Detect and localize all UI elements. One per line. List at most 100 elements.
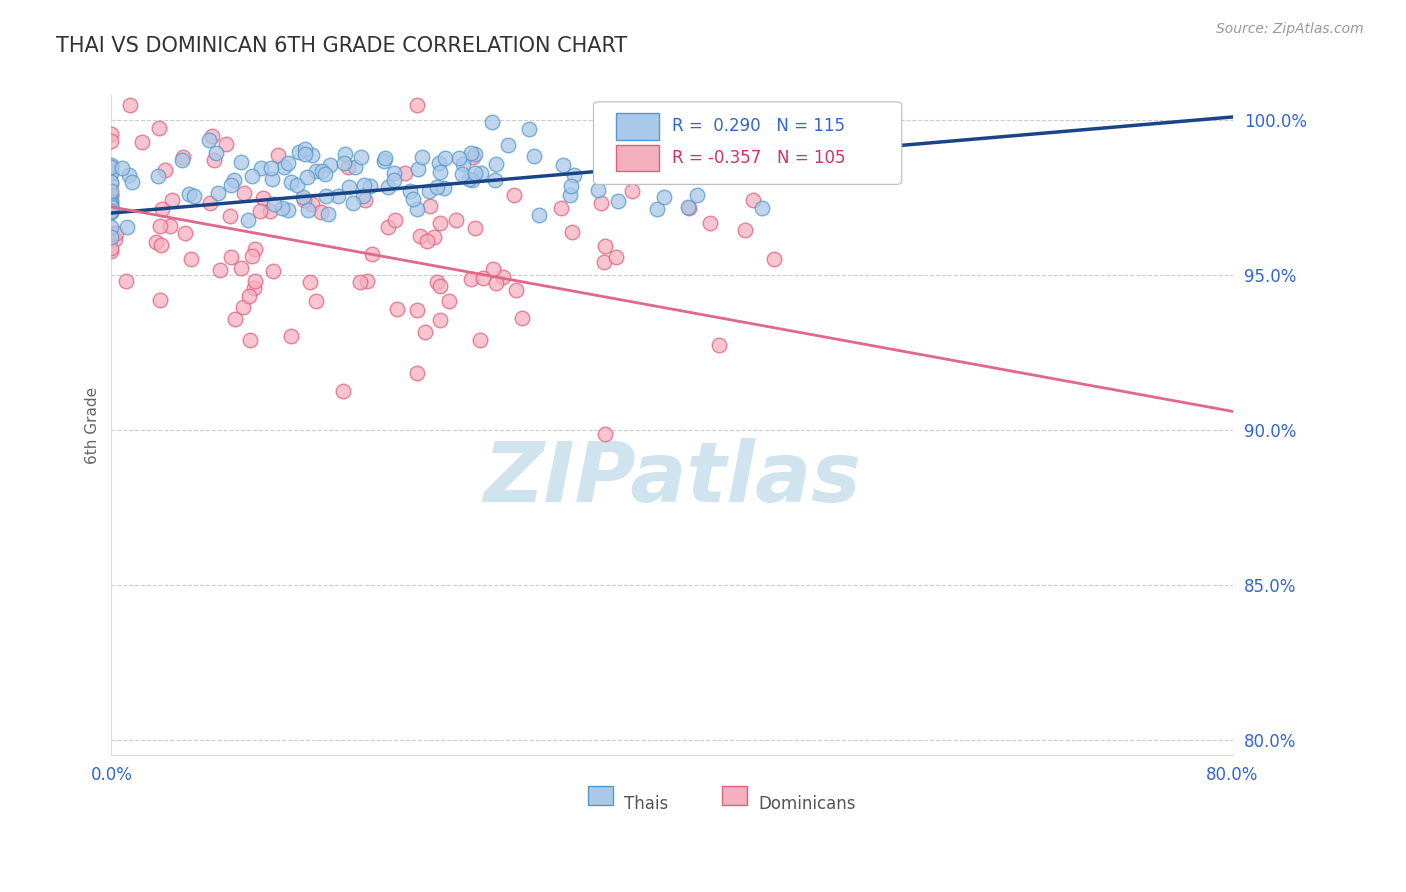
Point <box>558 188 581 202</box>
Point <box>429 279 451 293</box>
Point <box>413 325 436 339</box>
Point <box>252 191 274 205</box>
Point <box>411 151 433 165</box>
Point <box>118 169 141 183</box>
Point <box>295 170 318 185</box>
Point <box>245 274 267 288</box>
Point <box>239 333 262 347</box>
Point <box>444 212 467 227</box>
Point <box>326 189 349 203</box>
Point <box>460 146 482 161</box>
Point <box>429 313 451 327</box>
Point <box>198 195 221 210</box>
Point <box>100 160 122 174</box>
Point <box>280 329 302 343</box>
Point <box>647 131 669 145</box>
Point <box>742 193 765 207</box>
Point <box>285 178 308 193</box>
Point <box>406 161 429 176</box>
Point <box>640 163 662 178</box>
Point <box>796 160 818 174</box>
Point <box>709 337 731 351</box>
Point <box>605 250 627 264</box>
Point <box>232 300 254 314</box>
Point <box>384 212 406 227</box>
Point <box>426 276 449 290</box>
Point <box>607 194 630 208</box>
Point <box>160 193 183 207</box>
Point <box>460 271 482 285</box>
Point <box>382 166 405 180</box>
Point <box>332 384 354 398</box>
Point <box>463 150 485 164</box>
Point <box>301 197 323 211</box>
Point <box>100 203 122 218</box>
Point <box>131 135 153 149</box>
Point <box>183 188 205 202</box>
Point <box>527 208 550 222</box>
Point <box>384 173 406 187</box>
Point <box>209 263 232 277</box>
Point <box>481 115 503 129</box>
Point <box>180 252 202 267</box>
Point <box>100 230 122 244</box>
Point <box>485 157 508 171</box>
Point <box>280 175 302 189</box>
Point <box>205 145 228 160</box>
Point <box>468 333 491 347</box>
Point <box>517 122 540 136</box>
Point <box>100 158 122 172</box>
Point <box>201 129 224 144</box>
Point <box>100 166 122 180</box>
Point <box>550 202 572 216</box>
Point <box>236 213 259 227</box>
Point <box>263 197 285 211</box>
FancyBboxPatch shape <box>593 102 901 185</box>
Point <box>353 178 375 193</box>
Point <box>419 199 441 213</box>
Point <box>451 168 474 182</box>
Point <box>586 183 609 197</box>
Point <box>118 97 141 112</box>
Point <box>793 109 815 123</box>
Point <box>100 196 122 211</box>
Point <box>734 222 756 236</box>
Point <box>173 226 195 240</box>
Point <box>553 158 575 172</box>
Point <box>434 151 457 165</box>
Point <box>229 154 252 169</box>
Point <box>172 153 194 168</box>
Point <box>159 219 181 233</box>
Point <box>100 198 122 212</box>
Point <box>394 166 416 180</box>
Point <box>510 310 533 325</box>
Point <box>689 161 711 176</box>
Point <box>229 260 252 275</box>
Point <box>100 187 122 202</box>
Point <box>314 167 336 181</box>
Point <box>354 193 377 207</box>
Point <box>349 275 371 289</box>
Point <box>260 161 283 175</box>
Point <box>464 166 486 180</box>
Point <box>100 226 122 240</box>
Point <box>202 153 225 168</box>
Point <box>100 184 122 198</box>
Point <box>633 117 655 131</box>
Point <box>100 220 122 235</box>
Point <box>100 187 122 202</box>
Point <box>198 133 221 147</box>
Point <box>100 177 122 191</box>
Point <box>311 164 333 178</box>
Point <box>288 145 311 160</box>
Point <box>100 127 122 141</box>
Point <box>104 232 127 246</box>
Point <box>333 156 356 170</box>
Text: R = -0.357   N = 105: R = -0.357 N = 105 <box>672 149 845 167</box>
Point <box>294 142 316 156</box>
Point <box>177 186 200 201</box>
Point <box>484 172 506 186</box>
Point <box>359 178 381 193</box>
Point <box>301 148 323 162</box>
Text: THAI VS DOMINICAN 6TH GRADE CORRELATION CHART: THAI VS DOMINICAN 6TH GRADE CORRELATION … <box>56 36 627 55</box>
